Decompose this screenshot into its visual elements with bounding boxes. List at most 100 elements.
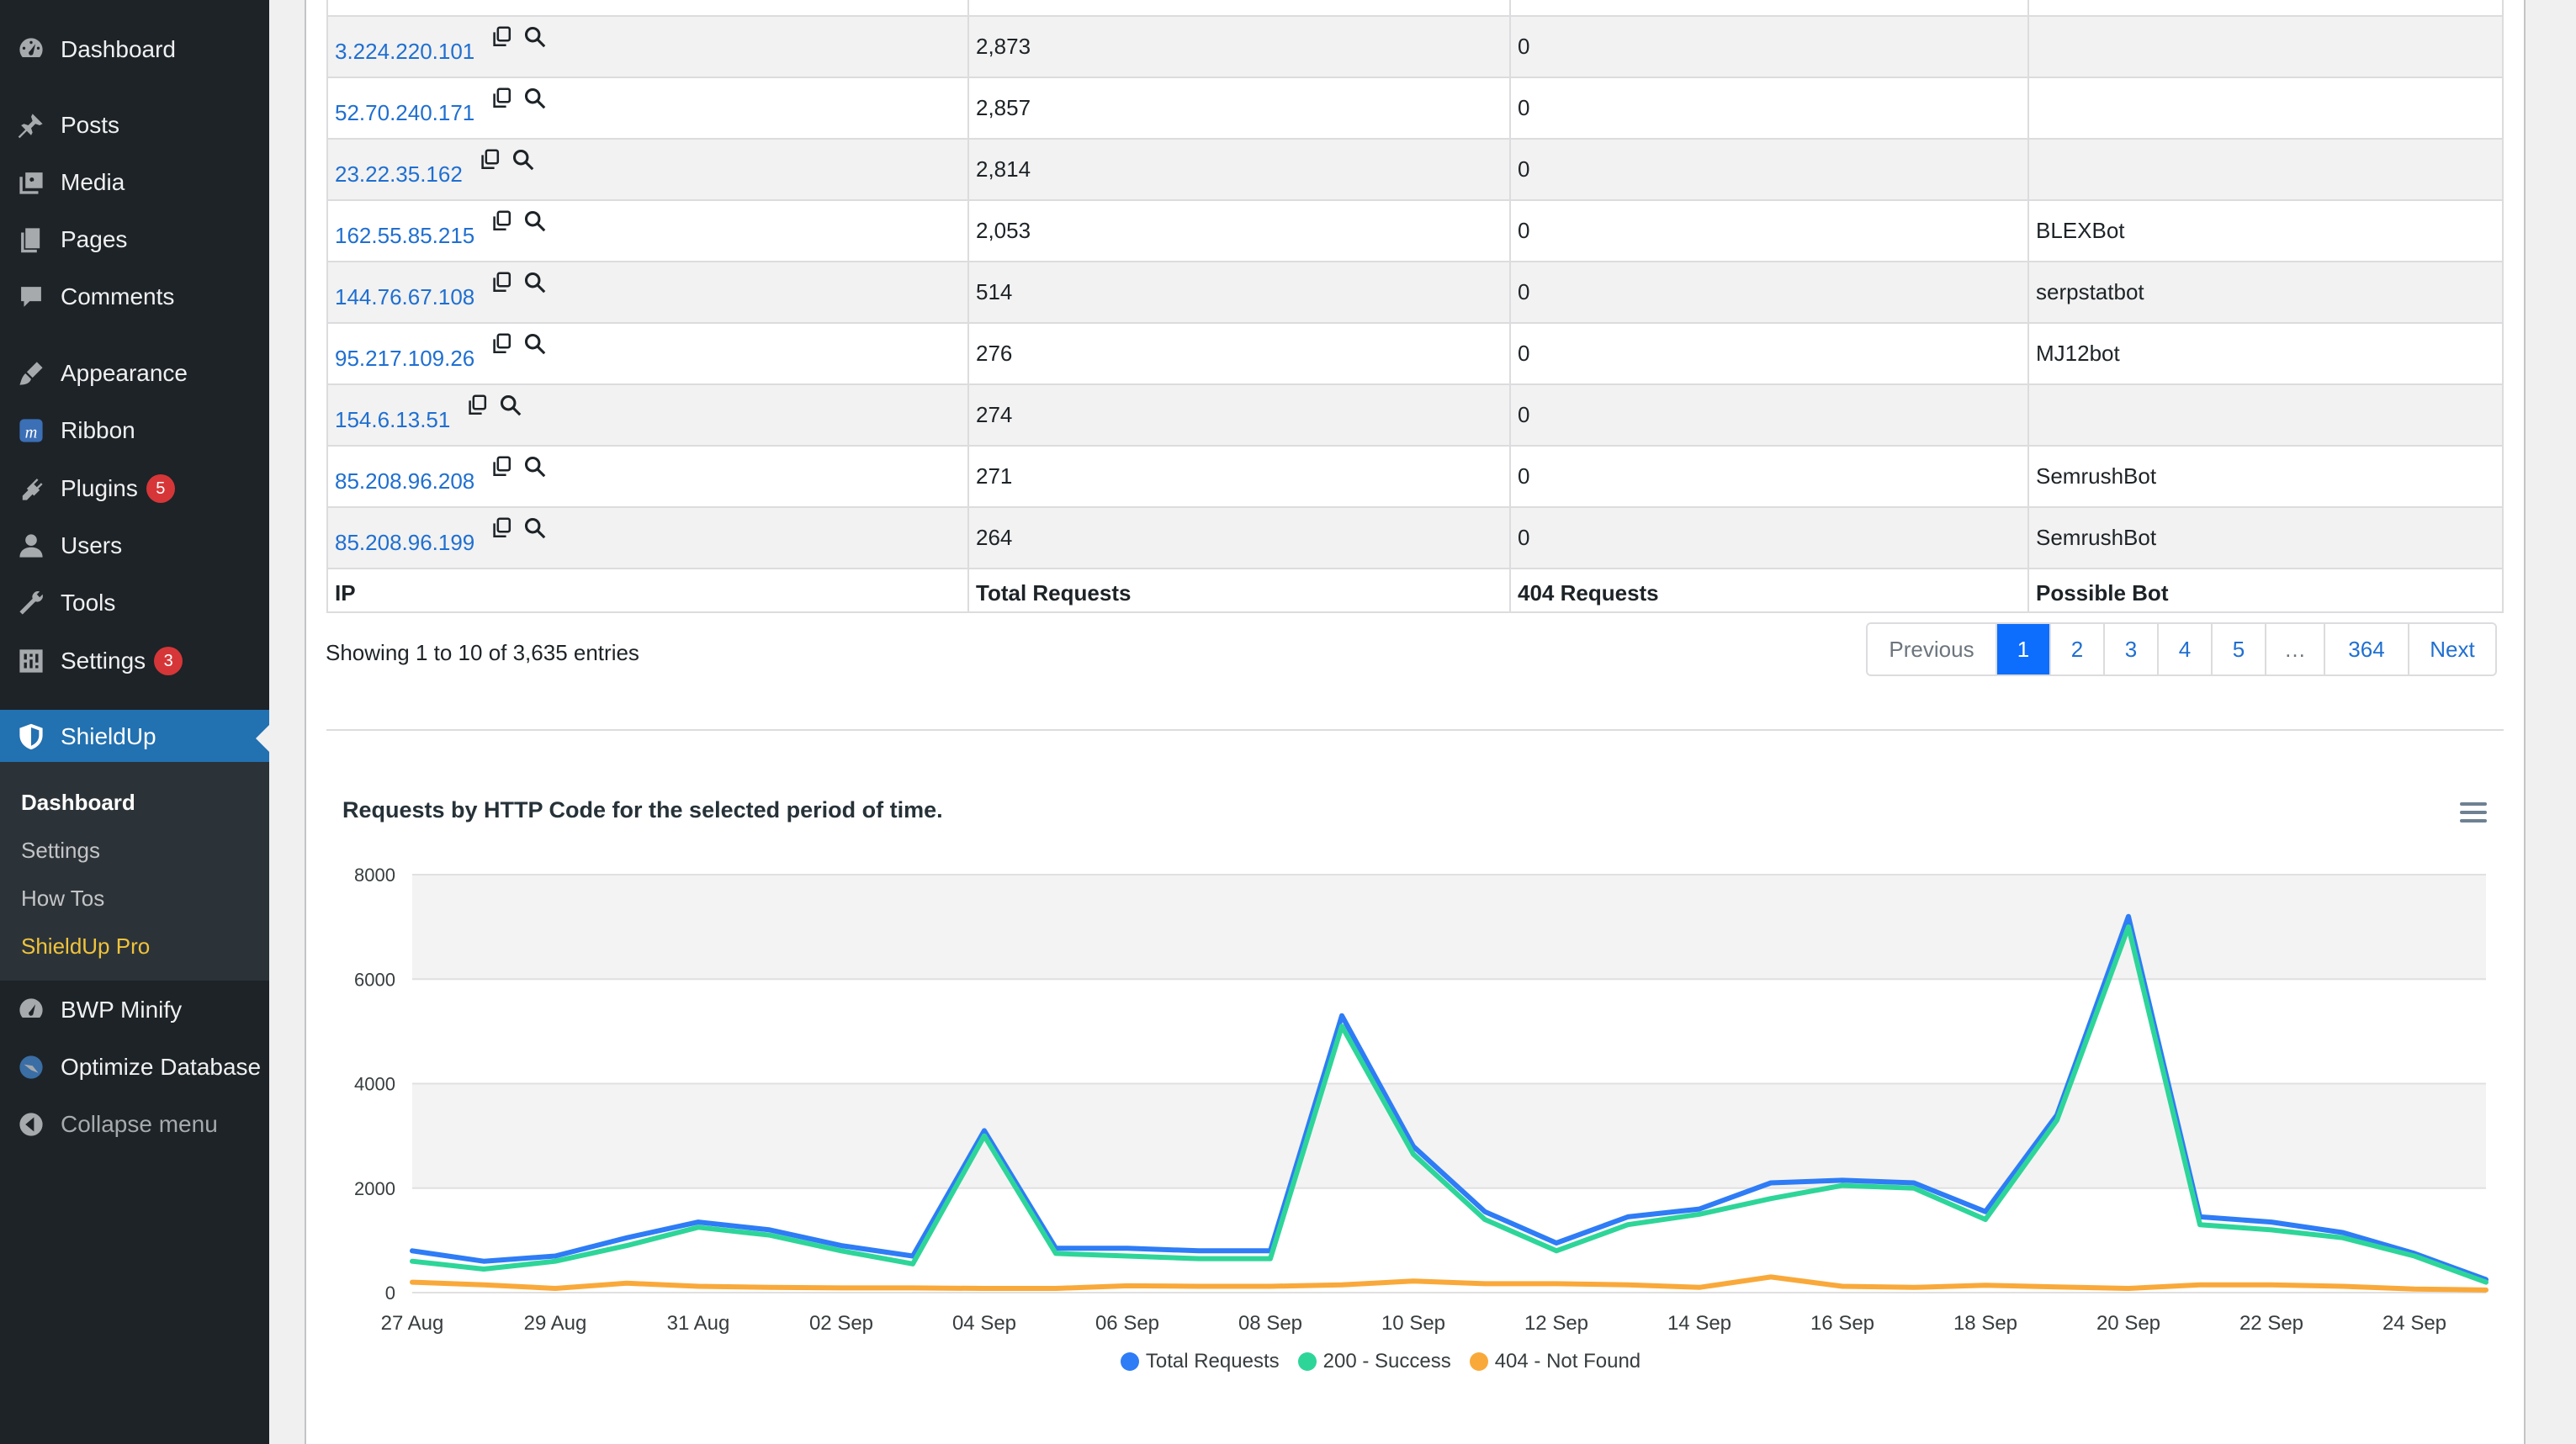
ip-cell: 85.208.96.208 [326, 445, 969, 508]
copy-icon[interactable] [490, 271, 513, 300]
404-requests-cell: 0 [1509, 15, 2029, 78]
possible-bot-cell [2027, 138, 2504, 201]
next-page-button[interactable]: Next [2409, 624, 2495, 674]
sidebar-item-tools[interactable]: Tools [0, 577, 269, 629]
submenu-how-tos[interactable]: How Tos [21, 886, 105, 911]
table-row: 3.224.220.101 2,873 0 [326, 15, 2504, 78]
ip-link[interactable]: 154.6.13.51 [335, 407, 451, 432]
submenu-settings[interactable]: Settings [21, 838, 100, 863]
comment-icon [15, 281, 47, 313]
sidebar-item-appearance[interactable]: Appearance [0, 347, 269, 399]
ip-link[interactable]: 95.217.109.26 [335, 346, 475, 371]
search-icon[interactable] [523, 271, 547, 300]
sidebar-item-label: Posts [61, 112, 120, 138]
entries-info: Showing 1 to 10 of 3,635 entries [326, 640, 639, 665]
chart-title: Requests by HTTP Code for the selected p… [342, 797, 943, 822]
copy-icon[interactable] [490, 516, 513, 546]
submenu-shieldup-pro[interactable]: ShieldUp Pro [21, 934, 151, 959]
sidebar-item-label: Collapse menu [61, 1111, 218, 1137]
copy-icon[interactable] [478, 148, 501, 177]
legend-label: 200 - Success [1322, 1350, 1451, 1373]
sidebar-item-dashboard[interactable]: Dashboard [0, 24, 269, 76]
sidebar-item-optimize-database[interactable]: Optimize Database [0, 1041, 269, 1093]
page-3-button[interactable]: 3 [2105, 624, 2159, 674]
sidebar-item-posts[interactable]: Posts [0, 99, 269, 151]
sidebar-item-comments[interactable]: Comments [0, 271, 269, 323]
sidebar-item-ribbon[interactable]: m Ribbon [0, 405, 269, 457]
previous-page-button[interactable]: Previous [1868, 624, 1997, 674]
copy-icon[interactable] [490, 332, 513, 362]
copy-icon[interactable] [490, 209, 513, 239]
current-menu-arrow [256, 725, 269, 752]
page-5-button[interactable]: 5 [2213, 624, 2266, 674]
possible-bot-cell: MJ12bot [2027, 322, 2504, 385]
legend-item[interactable]: 404 - Not Found [1469, 1350, 1641, 1373]
search-icon[interactable] [523, 25, 547, 55]
collapse-icon [15, 1108, 47, 1140]
ip-link[interactable]: 162.55.85.215 [335, 223, 475, 248]
page-4-button[interactable]: 4 [2159, 624, 2213, 674]
copy-icon[interactable] [490, 25, 513, 55]
search-icon[interactable] [523, 455, 547, 484]
copy-icon[interactable] [465, 394, 489, 423]
ip-cell: 162.55.85.215 [326, 199, 969, 262]
sidebar-item-shieldup[interactable]: ShieldUp [0, 710, 269, 764]
collapse-menu-button[interactable]: Collapse menu [0, 1098, 269, 1150]
page-2-button[interactable]: 2 [2051, 624, 2105, 674]
legend-item[interactable]: 200 - Success [1297, 1350, 1451, 1373]
search-icon[interactable] [523, 332, 547, 362]
submenu-dashboard[interactable]: Dashboard [21, 790, 135, 815]
ip-cell: 154.6.13.51 [326, 383, 969, 447]
legend-label: 404 - Not Found [1494, 1350, 1641, 1373]
table-row: 154.6.13.51 274 0 [326, 383, 2504, 447]
page-1-button[interactable]: 1 [1997, 624, 2051, 674]
sidebar-item-media[interactable]: Media [0, 156, 269, 209]
plugins-update-badge: 5 [146, 474, 175, 503]
sidebar-item-pages[interactable]: Pages [0, 214, 269, 266]
ip-link[interactable]: 144.76.67.108 [335, 284, 475, 309]
possible-bot-column-header[interactable]: Possible Bot [2027, 568, 2504, 613]
404-requests-cell: 0 [1509, 322, 2029, 385]
pin-icon [15, 109, 47, 141]
table-row: 85.208.96.199 264 0 SemrushBot [326, 506, 2504, 569]
section-divider [326, 729, 2504, 731]
sidebar-item-label: BWP Minify [61, 997, 183, 1023]
total-requests-cell: 274 [967, 383, 1511, 447]
sidebar-item-users[interactable]: Users [0, 520, 269, 572]
sidebar-item-bwp-minify[interactable]: BWP Minify [0, 984, 269, 1036]
total-requests-cell: 271 [967, 445, 1511, 508]
ip-link[interactable]: 52.70.240.171 [335, 100, 475, 125]
ip-link[interactable]: 85.208.96.199 [335, 530, 475, 555]
page-364-button[interactable]: 364 [2325, 624, 2409, 674]
chart-menu-icon[interactable] [2460, 802, 2487, 822]
404-requests-column-header[interactable]: 404 Requests [1509, 568, 2029, 613]
x-tick-label: 02 Sep [809, 1312, 873, 1335]
copy-icon[interactable] [490, 87, 513, 116]
sidebar-item-plugins[interactable]: Plugins 5 [0, 463, 269, 515]
media-icon [15, 167, 47, 198]
ip-link[interactable]: 85.208.96.208 [335, 468, 475, 494]
ip-cell: 52.70.240.171 [326, 77, 969, 140]
ip-link[interactable]: 23.22.35.162 [335, 161, 463, 187]
sidebar-item-settings[interactable]: Settings 3 [0, 635, 269, 687]
legend-item[interactable]: Total Requests [1120, 1350, 1280, 1373]
table-row: 95.217.109.26 276 0 MJ12bot [326, 322, 2504, 385]
y-tick-label: 4000 [354, 1074, 395, 1095]
ip-column-header[interactable]: IP [326, 568, 969, 613]
copy-icon[interactable] [490, 455, 513, 484]
x-tick-label: 29 Aug [524, 1312, 587, 1335]
table-row: 52.70.240.171 2,857 0 [326, 77, 2504, 140]
search-icon[interactable] [511, 148, 535, 177]
search-icon[interactable] [523, 209, 547, 239]
http-code-line-chart: 0 2000 4000 6000 8000 27 Aug 29 Aug 31 Aug 02 Se… [354, 865, 2489, 1335]
search-icon[interactable] [523, 516, 547, 546]
search-icon[interactable] [523, 87, 547, 116]
total-requests-column-header[interactable]: Total Requests [967, 568, 1511, 613]
ip-link[interactable]: 3.224.220.101 [335, 39, 475, 64]
grid-band [412, 1083, 2486, 1188]
sidebar-item-label: ShieldUp [61, 723, 156, 749]
shieldup-submenu: Dashboard Settings How Tos ShieldUp Pro [0, 762, 269, 981]
table-row: 85.208.96.208 271 0 SemrushBot [326, 445, 2504, 508]
search-icon[interactable] [499, 394, 522, 423]
table-row: 162.55.85.215 2,053 0 BLEXBot [326, 199, 2504, 262]
